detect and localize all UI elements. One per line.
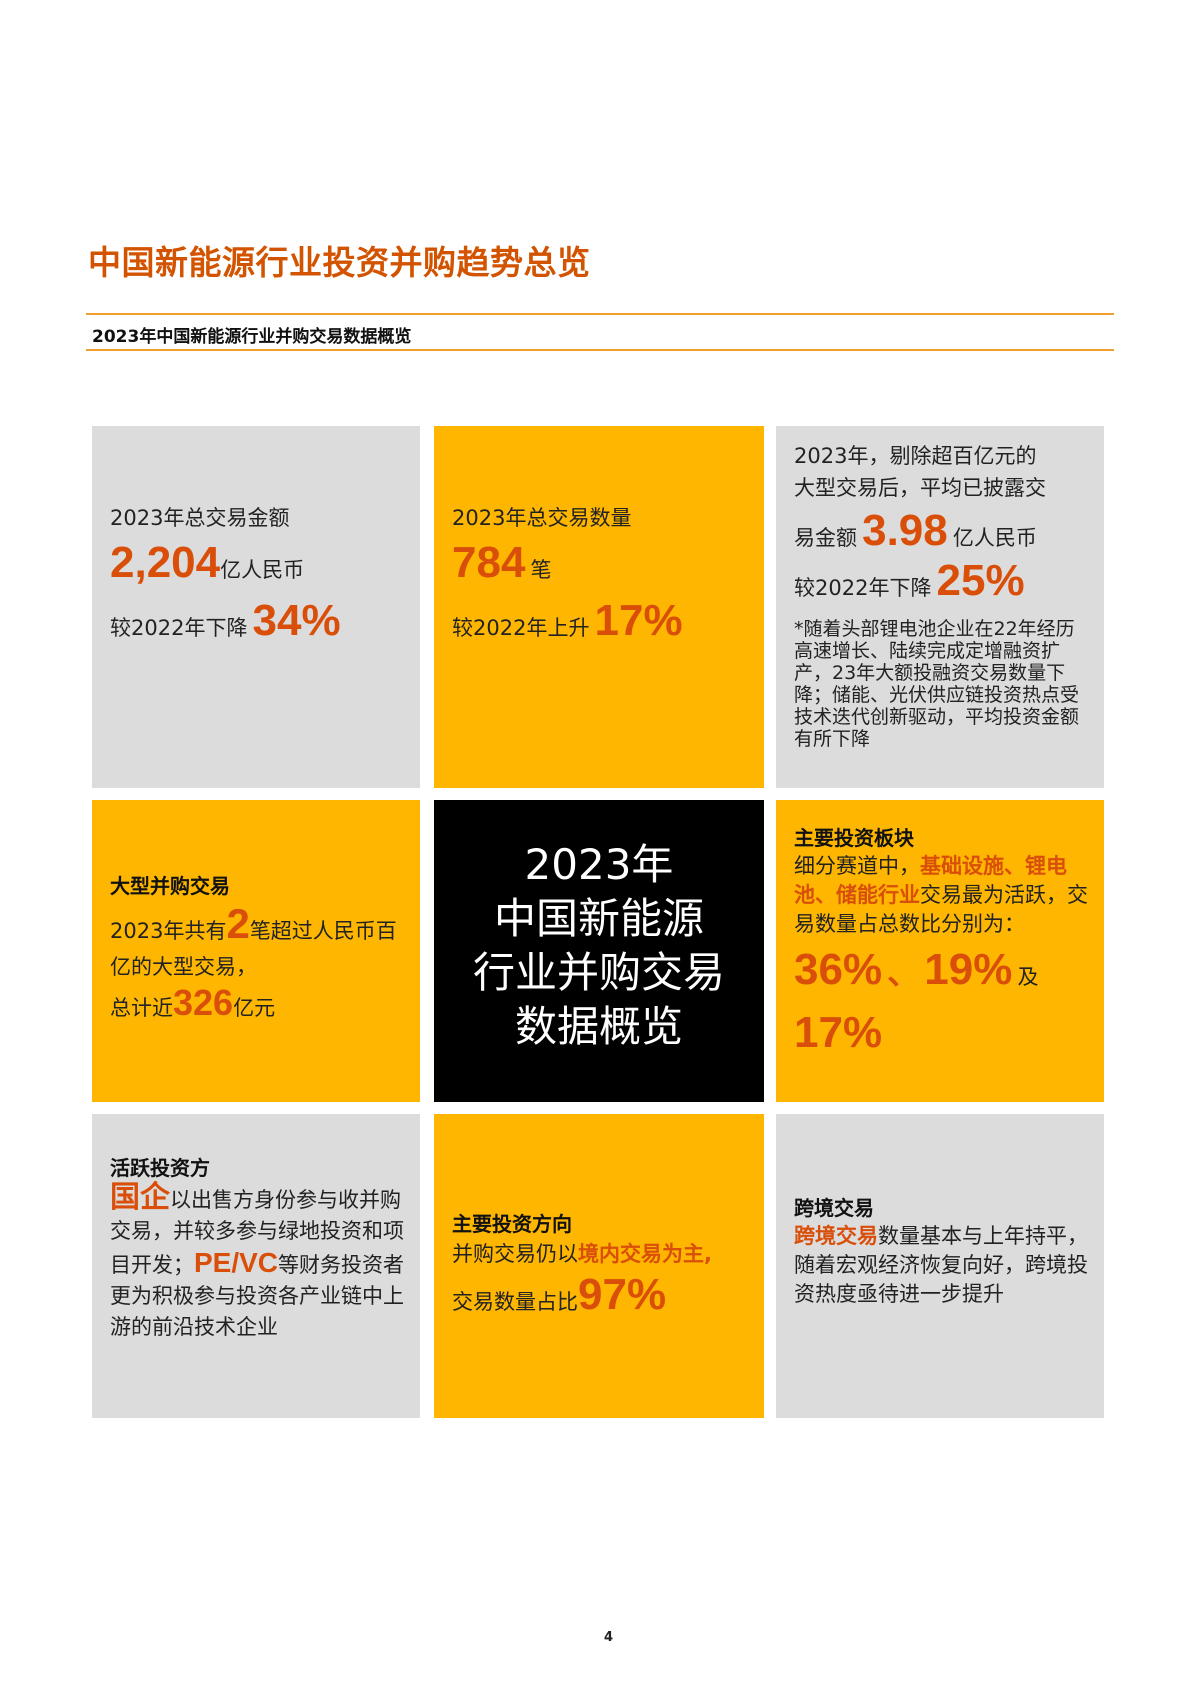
tile-direction: 主要投资方向 并购交易仍以境内交易为主, 交易数量占比97%: [434, 1114, 764, 1418]
cross-border-heading: 跨境交易: [794, 1196, 874, 1220]
average-change-label: 较2022年下降: [794, 576, 932, 600]
bottom-rule: [86, 349, 1114, 351]
investors-pevc: PE/VC: [194, 1247, 279, 1278]
average-footnote: *随着头部锂电池企业在22年经历高速增长、陆续完成定增融资扩产，23年大额投融资…: [794, 618, 1080, 750]
average-value-number: 3.98: [862, 506, 948, 555]
average-line-3: 易金额: [794, 526, 857, 550]
tile-investors: 活跃投资方 国企以出售方身份参与收并购交易，并较多参与绿地投资和项目开发；PE/…: [92, 1114, 420, 1418]
tile-cross-border: 跨境交易 跨境交易数量基本与上年持平，随着宏观经济恢复向好，跨境投资热度亟待进一…: [776, 1114, 1104, 1418]
total-value-number: 2,204: [110, 538, 221, 587]
investors-soe: 国企: [110, 1181, 170, 1214]
sectors-text-a: 细分赛道中，: [794, 854, 920, 878]
large-deals-text-d: 亿元: [233, 996, 276, 1020]
large-deals-text-b: 笔超过人民币百亿的大型交易，: [110, 919, 397, 979]
large-deals-count: 2: [226, 900, 250, 947]
total-count-change-label: 较2022年上升: [452, 616, 590, 640]
top-rule: [86, 313, 1114, 315]
total-count-number: 784: [452, 538, 526, 587]
tile-sectors: 主要投资板块 细分赛道中，基础设施、锂电池、储能行业交易最为活跃，交易数量占总数…: [776, 800, 1104, 1102]
total-count-change: 17%: [594, 596, 683, 645]
cross-border-text: 数量基本与上年持平，随着宏观经济恢复向好，跨境投资热度亟待进一步提升: [794, 1224, 1088, 1306]
large-deals-text-c: 总计近: [110, 996, 173, 1020]
direction-text-b: 交易数量占比: [452, 1290, 578, 1314]
cross-border-highlight: 跨境交易: [794, 1224, 878, 1248]
investors-heading: 活跃投资方: [110, 1156, 210, 1180]
tile-average-value: 2023年，剔除超百亿元的 大型交易后，平均已披露交 易金额 3.98 亿人民币…: [776, 426, 1104, 788]
total-value-change-label: 较2022年下降: [110, 616, 248, 640]
center-line-4: 数据概览: [514, 1002, 683, 1051]
average-line-2: 大型交易后，平均已披露交: [794, 476, 1046, 500]
investors-text-a: 以出售方身份参与收并购交易，并较多参与绿地投资和项目开发；: [110, 1188, 404, 1277]
average-line-1: 2023年，剔除超百亿元的: [794, 444, 1037, 468]
sector-pct-storage: 17%: [794, 1008, 883, 1057]
large-deals-heading: 大型并购交易: [110, 874, 230, 898]
average-change: 25%: [936, 556, 1025, 605]
total-value-unit: 亿人民币: [220, 558, 305, 582]
total-value-change: 34%: [252, 596, 341, 645]
average-value-unit: 亿人民币: [952, 526, 1037, 550]
total-count-unit: 笔: [530, 558, 552, 582]
total-count-label: 2023年总交易数量: [452, 506, 632, 530]
center-line-2: 中国新能源: [493, 894, 704, 943]
total-value-label: 2023年总交易金额: [110, 506, 290, 530]
tile-center-title: 2023年 中国新能源 行业并购交易 数据概览: [434, 800, 764, 1102]
tile-total-count: 2023年总交易数量 784 笔 较2022年上升 17%: [434, 426, 764, 788]
page-number: 4: [604, 1630, 614, 1645]
center-line-1: 2023年: [524, 840, 674, 889]
sectors-highlight: 基础设施、锂电池、储能行业: [794, 854, 1067, 907]
large-deals-total: 326: [173, 982, 234, 1023]
sector-separator: 、: [887, 955, 920, 991]
sector-and: 及: [1017, 965, 1039, 989]
sectors-heading: 主要投资板块: [794, 826, 914, 850]
direction-pct: 97%: [578, 1270, 667, 1319]
tile-total-value: 2023年总交易金额 2,204亿人民币 较2022年下降 34%: [92, 426, 420, 788]
page-title: 中国新能源行业投资并购趋势总览: [88, 243, 591, 282]
large-deals-text-a: 2023年共有: [110, 919, 227, 943]
sector-pct-infrastructure: 36%: [794, 945, 883, 994]
direction-text-a: 并购交易仍以: [452, 1242, 578, 1266]
sectors-text-b: 交易最为活跃，交易数量占总数比分别为：: [794, 883, 1088, 936]
sector-pct-battery: 19%: [924, 945, 1013, 994]
center-title: 2023年 中国新能源 行业并购交易 数据概览: [434, 838, 764, 1054]
center-line-3: 行业并购交易: [472, 948, 725, 997]
section-subtitle: 2023年中国新能源行业并购交易数据概览: [92, 327, 412, 347]
investors-text-b: 等财务投资者更为积极参与投资各产业链中上游的前沿技术企业: [110, 1253, 405, 1339]
tile-large-deals: 大型并购交易 2023年共有2笔超过人民币百亿的大型交易， 总计近326亿元: [92, 800, 420, 1102]
direction-heading: 主要投资方向: [452, 1212, 572, 1236]
direction-highlight: 境内交易为主,: [578, 1242, 712, 1266]
